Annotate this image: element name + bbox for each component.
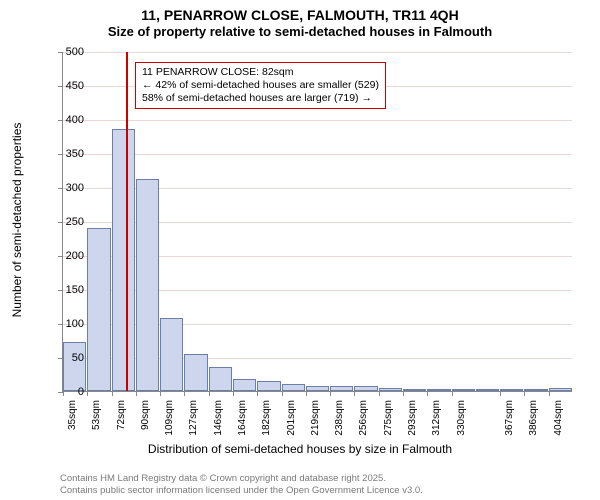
histogram-bar: [112, 129, 135, 391]
chart-area: 35sqm53sqm72sqm90sqm109sqm127sqm146sqm16…: [62, 52, 572, 392]
histogram-bar: [549, 388, 572, 391]
x-axis-label: Distribution of semi-detached houses by …: [0, 442, 600, 456]
y-tick-label: 500: [44, 46, 84, 58]
histogram-bar: [136, 179, 159, 391]
y-tick-label: 450: [44, 80, 84, 92]
x-tick-label: 164sqm: [237, 400, 248, 436]
x-tick-label: 127sqm: [188, 400, 199, 436]
annotation-line-3: 58% of semi-detached houses are larger (…: [142, 92, 379, 105]
x-tick-label: 330sqm: [456, 400, 467, 436]
y-tick-label: 150: [44, 284, 84, 296]
x-tick-label: 312sqm: [431, 400, 442, 436]
histogram-bar: [427, 389, 450, 391]
attribution-line-1: Contains HM Land Registry data © Crown c…: [60, 473, 423, 484]
histogram-bar: [282, 384, 305, 391]
x-tick: [112, 391, 113, 396]
histogram-bar: [257, 381, 280, 391]
x-tick: [257, 391, 258, 396]
histogram-bar: [184, 354, 207, 391]
x-tick-label: 256sqm: [358, 400, 369, 436]
x-tick: [233, 391, 234, 396]
x-tick-label: 146sqm: [213, 400, 224, 436]
x-tick-label: 293sqm: [407, 400, 418, 436]
gridline: [63, 52, 572, 53]
x-tick-label: 275sqm: [383, 400, 394, 436]
histogram-bar: [160, 318, 183, 391]
histogram-bar: [330, 386, 353, 391]
histogram-bar: [306, 386, 329, 391]
y-tick-label: 250: [44, 216, 84, 228]
histogram-bar: [87, 228, 110, 391]
y-tick-label: 100: [44, 318, 84, 330]
x-tick-label: 386sqm: [528, 400, 539, 436]
page-subtitle: Size of property relative to semi-detach…: [0, 24, 600, 41]
y-tick-label: 0: [44, 386, 84, 398]
x-tick-label: 109sqm: [164, 400, 175, 436]
x-tick: [209, 391, 210, 396]
histogram-bar: [209, 367, 232, 391]
attribution-line-2: Contains public sector information licen…: [60, 485, 423, 496]
y-tick-label: 50: [44, 352, 84, 364]
annotation-box: 11 PENARROW CLOSE: 82sqm← 42% of semi-de…: [135, 62, 386, 109]
x-tick: [184, 391, 185, 396]
x-tick-label: 35sqm: [67, 400, 78, 430]
x-tick-label: 90sqm: [140, 400, 151, 430]
histogram-bar: [500, 389, 523, 391]
x-tick: [379, 391, 380, 396]
x-tick: [549, 391, 550, 396]
y-tick-label: 350: [44, 148, 84, 160]
gridline: [63, 154, 572, 155]
x-tick-label: 201sqm: [286, 400, 297, 436]
x-tick-label: 72sqm: [116, 400, 127, 430]
x-tick-label: 219sqm: [310, 400, 321, 436]
gridline: [63, 120, 572, 121]
histogram-bar: [403, 389, 426, 391]
histogram-bar: [379, 388, 402, 391]
annotation-line-1: 11 PENARROW CLOSE: 82sqm: [142, 66, 379, 79]
x-tick: [524, 391, 525, 396]
x-tick: [427, 391, 428, 396]
x-tick-label: 182sqm: [261, 400, 272, 436]
histogram-bar: [63, 342, 86, 391]
x-tick-label: 404sqm: [553, 400, 564, 436]
histogram-bar: [354, 386, 377, 391]
annotation-line-2: ← 42% of semi-detached houses are smalle…: [142, 79, 379, 92]
x-tick: [306, 391, 307, 396]
x-tick-label: 238sqm: [334, 400, 345, 436]
x-tick: [403, 391, 404, 396]
y-tick-label: 300: [44, 182, 84, 194]
x-tick: [136, 391, 137, 396]
x-tick: [282, 391, 283, 396]
y-tick-label: 400: [44, 114, 84, 126]
x-tick: [452, 391, 453, 396]
histogram-bar: [476, 389, 499, 391]
x-tick-label: 367sqm: [504, 400, 515, 436]
x-tick-label: 53sqm: [91, 400, 102, 430]
histogram-bar: [452, 389, 475, 391]
y-axis-label: Number of semi-detached properties: [10, 123, 24, 318]
x-tick: [330, 391, 331, 396]
page-title: 11, PENARROW CLOSE, FALMOUTH, TR11 4QH: [0, 0, 600, 24]
plot-region: 35sqm53sqm72sqm90sqm109sqm127sqm146sqm16…: [62, 52, 572, 392]
x-tick: [354, 391, 355, 396]
histogram-bar: [233, 379, 256, 391]
x-tick: [87, 391, 88, 396]
reference-line: [126, 52, 128, 391]
x-tick: [500, 391, 501, 396]
attribution: Contains HM Land Registry data © Crown c…: [60, 473, 423, 496]
y-tick-label: 200: [44, 250, 84, 262]
histogram-bar: [524, 389, 547, 391]
x-tick: [160, 391, 161, 396]
